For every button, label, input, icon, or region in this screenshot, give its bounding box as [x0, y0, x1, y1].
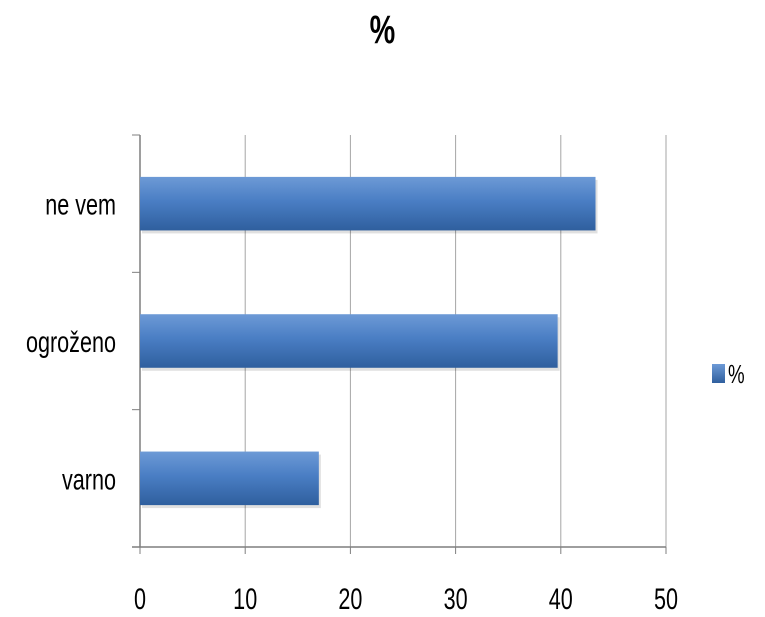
x-tick-label: 20 — [338, 581, 362, 615]
bar — [140, 314, 558, 368]
x-tick-label: 30 — [444, 581, 468, 615]
chart-title: % — [369, 8, 396, 52]
legend-swatch — [712, 364, 725, 383]
x-tick-label: 10 — [233, 581, 257, 615]
x-tick-label: 40 — [549, 581, 573, 615]
category-label: ne vem — [45, 187, 116, 221]
bar — [140, 451, 319, 506]
x-tick-label: 50 — [654, 581, 678, 615]
category-label: varno — [62, 462, 116, 496]
legend-label: % — [728, 359, 745, 389]
category-label: ogroženo — [26, 324, 116, 358]
x-tick-label: 0 — [134, 581, 146, 615]
bar — [140, 176, 596, 231]
